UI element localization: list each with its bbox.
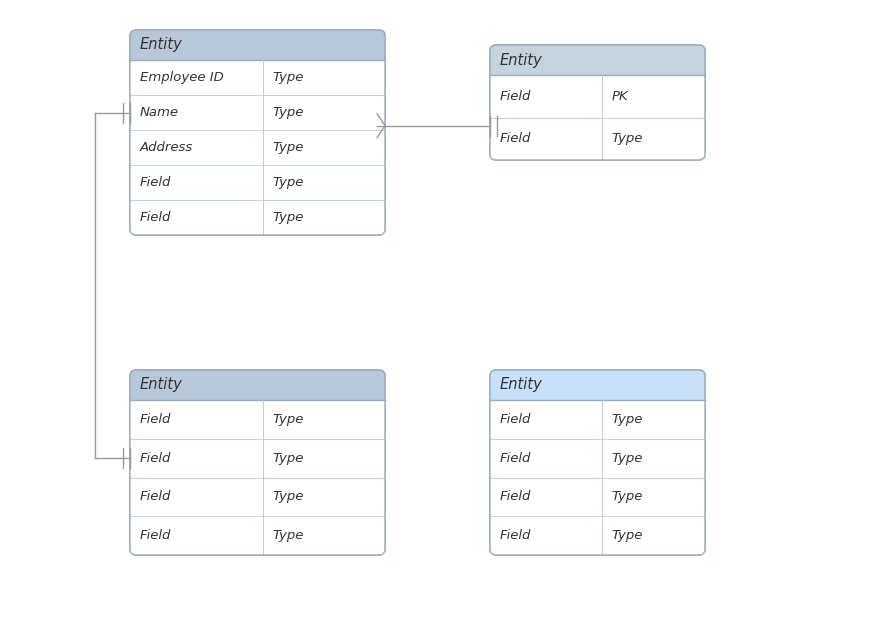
FancyBboxPatch shape — [490, 370, 705, 555]
Text: Address: Address — [140, 141, 193, 154]
FancyBboxPatch shape — [490, 45, 705, 160]
Text: Field: Field — [140, 211, 172, 224]
Text: Field: Field — [500, 452, 532, 465]
Text: Type: Type — [273, 176, 304, 189]
Text: Employee ID: Employee ID — [140, 71, 224, 84]
Text: Field: Field — [140, 413, 172, 426]
FancyBboxPatch shape — [130, 370, 385, 555]
Text: Type: Type — [612, 132, 643, 145]
Text: Type: Type — [273, 71, 304, 84]
Text: Type: Type — [612, 490, 643, 503]
Text: Field: Field — [500, 413, 532, 426]
Text: Field: Field — [140, 452, 172, 465]
Text: Type: Type — [612, 413, 643, 426]
FancyBboxPatch shape — [130, 30, 385, 235]
Text: PK: PK — [612, 90, 629, 103]
Text: Field: Field — [140, 176, 172, 189]
Text: Field: Field — [500, 529, 532, 542]
Bar — [130, 400, 385, 555]
Text: Type: Type — [273, 141, 304, 154]
Text: Type: Type — [273, 529, 304, 542]
FancyBboxPatch shape — [130, 30, 385, 235]
FancyBboxPatch shape — [130, 370, 385, 555]
Text: Type: Type — [273, 490, 304, 503]
Text: Field: Field — [500, 490, 532, 503]
Text: Name: Name — [140, 106, 179, 119]
Text: Type: Type — [273, 106, 304, 119]
Text: Entity: Entity — [500, 53, 543, 67]
Text: Field: Field — [140, 529, 172, 542]
Text: Type: Type — [612, 529, 643, 542]
Text: Type: Type — [273, 211, 304, 224]
Text: Entity: Entity — [140, 38, 183, 53]
Bar — [490, 75, 705, 160]
Bar — [490, 400, 705, 555]
Text: Entity: Entity — [500, 378, 543, 392]
Text: Field: Field — [500, 90, 532, 103]
Text: Entity: Entity — [140, 378, 183, 392]
Text: Field: Field — [140, 490, 172, 503]
FancyBboxPatch shape — [490, 45, 705, 160]
Text: Field: Field — [500, 132, 532, 145]
Text: Type: Type — [273, 413, 304, 426]
Bar — [130, 60, 385, 235]
FancyBboxPatch shape — [490, 370, 705, 555]
Text: Type: Type — [612, 452, 643, 465]
Text: Type: Type — [273, 452, 304, 465]
